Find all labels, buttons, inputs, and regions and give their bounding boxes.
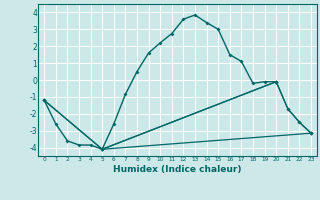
- X-axis label: Humidex (Indice chaleur): Humidex (Indice chaleur): [113, 165, 242, 174]
